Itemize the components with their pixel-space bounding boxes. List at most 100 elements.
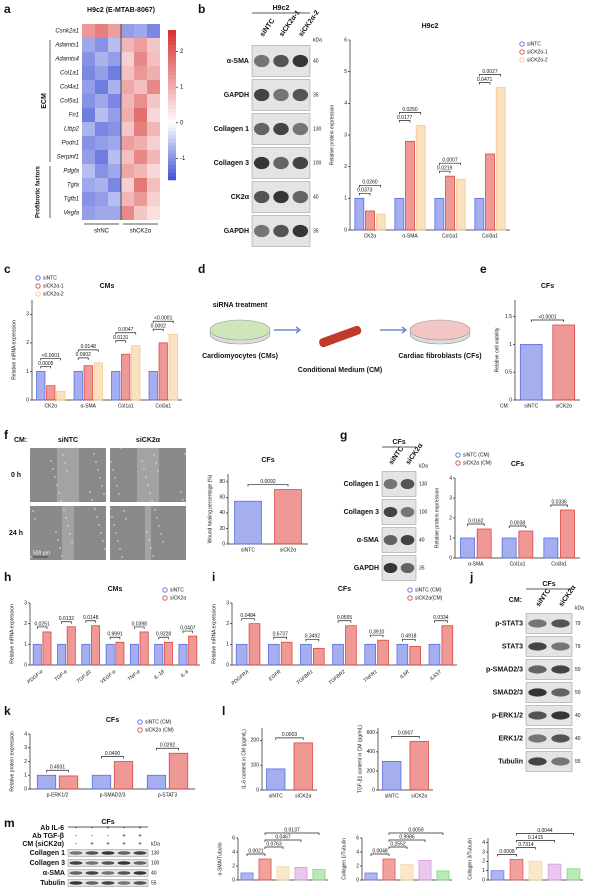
p-value: 0.0005 [38, 361, 54, 367]
p-value: 0.4931 [50, 765, 66, 771]
x-tick-label: Col1a1 [510, 561, 526, 567]
bar [178, 643, 188, 666]
p-value: 0.0059 [408, 827, 424, 833]
legend-label: siNTC (CM) [145, 719, 172, 725]
cell-speck [146, 531, 148, 533]
blot-band [133, 881, 147, 885]
bar [552, 324, 576, 401]
y-tick-label: 2 [482, 859, 485, 865]
group-label: ECM [41, 93, 48, 109]
sig-bracket [61, 621, 72, 624]
heatmap-cell [82, 136, 95, 150]
blot-strip [525, 751, 573, 772]
blot-band [253, 88, 270, 102]
blot-band [273, 156, 289, 170]
heatmap-cell [108, 192, 121, 206]
y-tick-label: 2 [356, 863, 359, 869]
bar [400, 864, 414, 881]
cell-speck [54, 476, 56, 478]
bar [266, 768, 286, 791]
bar [168, 333, 178, 401]
cell-speck [110, 461, 112, 463]
diagram-text: Cardiac fibroblasts (CFs) [398, 353, 481, 360]
cell-speck [120, 447, 122, 449]
p-value: 0.0038 [510, 520, 526, 526]
cell-speck [180, 491, 182, 493]
legend-marker [162, 595, 168, 601]
colorbar-label: 2 [180, 49, 184, 55]
blot-band [383, 478, 398, 490]
x-tick-label: EGFR [268, 669, 283, 683]
cell-speck [148, 539, 150, 541]
heatmap-cell [82, 94, 95, 108]
treatment-mark: + [106, 842, 110, 848]
p-value: 0.0219 [437, 165, 453, 171]
lane-label: siNTC [388, 446, 405, 467]
legend-label: siCK2α-1 [43, 283, 64, 289]
cell-speck [58, 492, 60, 494]
x-tick-label: CK2α [44, 403, 57, 409]
y-tick-label: 2 [449, 515, 452, 521]
heatmap-cell [134, 38, 147, 52]
cell-speck [64, 462, 66, 464]
p-value: 0.0162 [468, 518, 484, 524]
heatmap-cell [134, 66, 147, 80]
blot-band [117, 861, 131, 865]
x-tick-label: IL-1β [153, 669, 166, 681]
colorbar-step [168, 157, 176, 162]
bar [418, 860, 432, 881]
cell-speck [147, 484, 149, 486]
heatmap-cell [108, 122, 121, 136]
cell-speck [59, 547, 61, 549]
cell-speck [150, 547, 152, 549]
blot-band [400, 478, 415, 490]
kda-label: 35 [313, 228, 319, 234]
p-value: 0.0334 [433, 615, 449, 621]
bar [36, 371, 46, 401]
p-value: 0.0407 [180, 625, 196, 631]
wound-gap [137, 448, 159, 502]
sig-bracket [40, 358, 62, 361]
cell-speck [113, 524, 115, 526]
treatment-mark: - [75, 842, 77, 848]
heatmap-cell [82, 164, 95, 178]
colorbar-step [168, 165, 176, 170]
y-tick-label: 0 [24, 662, 27, 668]
gene-label: Adamts4 [54, 57, 79, 63]
wound-col: siNTC [58, 437, 78, 444]
y-tick-label: 0 [449, 555, 452, 561]
kda-label: 100 [313, 160, 322, 166]
heatmap-cell [95, 206, 108, 220]
sig-bracket [85, 620, 96, 623]
y-tick-label: 1 [344, 196, 347, 202]
y-tick-label: 200 [251, 738, 260, 744]
colorbar-step [168, 150, 176, 155]
chart-title: H9c2 [422, 23, 439, 30]
blot-band [528, 734, 547, 743]
bar [93, 362, 103, 401]
chart-title: CMs [108, 586, 123, 593]
p-value: 0.0902 [76, 352, 92, 358]
sig-bracket [264, 846, 284, 849]
p-value: <0.0001 [538, 314, 556, 320]
p-value: 0.0292 [160, 743, 176, 749]
blot-band [101, 871, 115, 875]
heatmap-cell [95, 108, 108, 122]
y-tick-label: 40 [219, 510, 225, 516]
bar [274, 489, 302, 545]
sig-bracket [305, 638, 320, 642]
y-tick-label: 6 [356, 835, 359, 841]
colorbar-step [168, 86, 176, 91]
heatmap-cell [121, 66, 134, 80]
sig-bracket [152, 328, 164, 332]
cell-speck [149, 492, 151, 494]
row-label: ERK1/2 [498, 735, 523, 742]
kda-label: 40 [419, 537, 425, 543]
bar [354, 197, 365, 231]
legend-marker [35, 291, 41, 297]
sig-bracket [101, 756, 124, 759]
cell-speck [60, 500, 62, 502]
scale-label: 500 μm [33, 550, 50, 556]
blot-band [528, 665, 547, 674]
p-value: 0.0260 [362, 180, 378, 186]
